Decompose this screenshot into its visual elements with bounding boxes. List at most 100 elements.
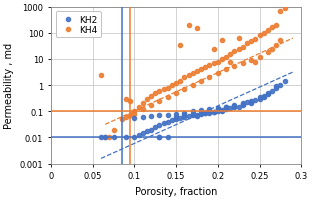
KH4 <box>149 94 154 98</box>
KH2 <box>224 108 229 111</box>
KH2 <box>207 110 212 113</box>
KH2 <box>261 96 266 99</box>
KH4 <box>140 108 145 111</box>
KH4 <box>99 74 104 77</box>
KH2 <box>257 96 262 99</box>
KH2 <box>132 117 137 120</box>
KH2 <box>169 119 174 122</box>
KH4 <box>203 66 208 69</box>
KH4 <box>149 104 154 107</box>
KH2 <box>257 98 262 101</box>
KH4 <box>219 39 224 42</box>
KH4 <box>274 44 279 47</box>
KH4 <box>207 64 212 67</box>
KH2 <box>173 118 178 121</box>
KH2 <box>182 111 187 115</box>
KH4 <box>157 90 162 93</box>
KH2 <box>265 92 270 95</box>
KH4 <box>257 35 262 38</box>
KH2 <box>186 115 191 118</box>
KH4 <box>211 48 216 51</box>
KH4 <box>128 114 133 117</box>
KH2 <box>124 136 129 139</box>
KH2 <box>194 113 199 117</box>
KH2 <box>270 90 275 93</box>
KH4 <box>228 61 233 64</box>
KH2 <box>207 108 212 111</box>
KH4 <box>257 56 262 59</box>
KH2 <box>157 114 162 117</box>
KH4 <box>270 48 275 51</box>
KH2 <box>111 136 116 139</box>
KH2 <box>182 114 187 117</box>
KH2 <box>203 112 208 115</box>
KH4 <box>140 102 145 106</box>
KH4 <box>186 74 191 77</box>
KH2 <box>219 110 224 113</box>
KH2 <box>173 113 178 116</box>
KH2 <box>207 111 212 115</box>
KH4 <box>119 118 124 121</box>
KH2 <box>245 101 250 104</box>
KH2 <box>203 112 208 115</box>
KH2 <box>194 115 199 118</box>
KH4 <box>236 48 241 51</box>
KH2 <box>215 108 220 111</box>
KH2 <box>161 122 166 125</box>
KH2 <box>149 128 154 132</box>
KH4 <box>194 70 199 73</box>
KH2 <box>232 106 237 110</box>
KH4 <box>240 62 245 65</box>
KH2 <box>232 105 237 108</box>
KH4 <box>270 27 275 30</box>
KH4 <box>215 61 220 64</box>
KH4 <box>132 110 137 113</box>
KH4 <box>173 92 178 95</box>
KH2 <box>249 100 254 103</box>
KH2 <box>182 116 187 119</box>
KH4 <box>236 37 241 40</box>
KH4 <box>190 72 195 75</box>
KH4 <box>194 27 199 31</box>
KH2 <box>190 114 195 117</box>
KH4 <box>157 100 162 103</box>
KH2 <box>144 130 149 133</box>
KH4 <box>132 113 137 116</box>
KH4 <box>165 87 170 90</box>
KH2 <box>224 106 229 109</box>
KH4 <box>253 38 258 41</box>
KH2 <box>157 136 162 139</box>
KH4 <box>240 46 245 49</box>
KH4 <box>224 68 229 72</box>
KH4 <box>228 54 233 57</box>
KH4 <box>249 40 254 43</box>
KH2 <box>211 111 216 114</box>
KH4 <box>165 96 170 99</box>
KH2 <box>265 93 270 96</box>
KH2 <box>140 116 145 119</box>
KH4 <box>215 72 220 75</box>
KH2 <box>274 85 279 89</box>
KH2 <box>199 113 204 116</box>
KH2 <box>236 106 241 109</box>
KH4 <box>232 65 237 68</box>
KH4 <box>219 58 224 61</box>
KH2 <box>199 109 204 112</box>
KH4 <box>282 7 287 10</box>
KH4 <box>103 136 108 139</box>
KH4 <box>178 80 183 83</box>
Legend: KH2, KH4: KH2, KH4 <box>56 12 101 38</box>
KH4 <box>178 44 183 47</box>
KH4 <box>190 84 195 87</box>
KH2 <box>240 102 245 106</box>
KH4 <box>265 51 270 55</box>
KH2 <box>165 136 170 139</box>
KH4 <box>153 92 158 95</box>
KH2 <box>249 101 254 104</box>
KH2 <box>173 116 178 119</box>
KH4 <box>253 61 258 65</box>
KH2 <box>228 107 233 110</box>
KH4 <box>278 10 283 13</box>
KH2 <box>157 124 162 127</box>
KH4 <box>265 29 270 32</box>
